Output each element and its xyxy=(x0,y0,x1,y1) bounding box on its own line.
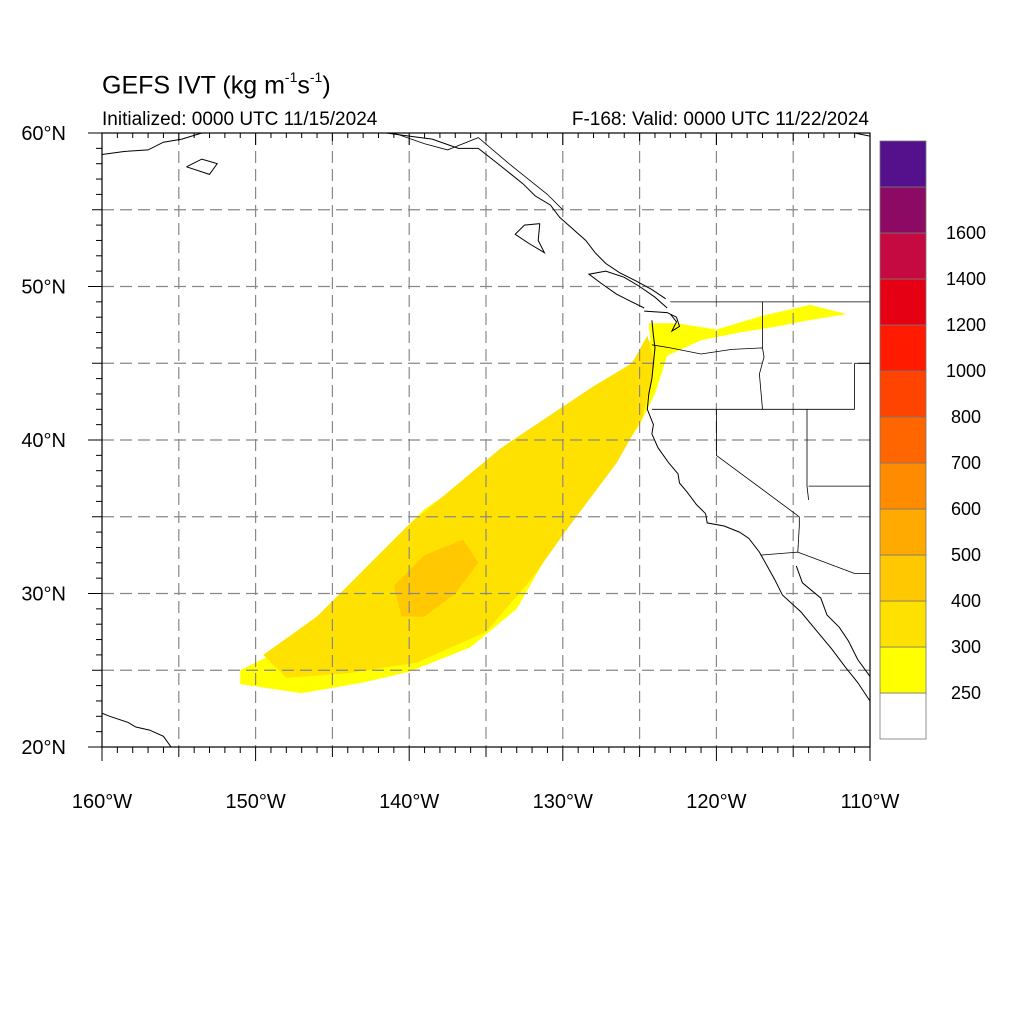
y-tick-label: 30°N xyxy=(21,584,66,606)
colorbar-label: 600 xyxy=(951,499,981,519)
map-title: GEFS IVT (kg m-1s-1) xyxy=(102,69,331,100)
hawaii-islands xyxy=(102,712,172,747)
colorbar-box xyxy=(879,462,927,510)
us-mexico-border xyxy=(760,551,870,574)
colorbar-label: 300 xyxy=(951,637,981,657)
y-tick-label: 60°N xyxy=(21,123,66,145)
colorbar-label: 700 xyxy=(951,453,981,473)
ivt-shading xyxy=(240,304,847,694)
colorbar-box xyxy=(879,140,927,188)
alaska-peninsula-coast xyxy=(102,133,202,155)
alaska-bc-border xyxy=(393,133,564,211)
colorbar-label: 800 xyxy=(951,407,981,427)
x-tick-label: 140°W xyxy=(379,791,439,813)
colorbar-box xyxy=(879,278,927,326)
colorbar-box xyxy=(879,508,927,556)
puget-sound-coast xyxy=(644,310,681,333)
colorbar-label: 1600 xyxy=(946,223,986,243)
nv-ut-border xyxy=(806,409,809,500)
colorbar-label: 1000 xyxy=(946,361,986,381)
ca-nv-border xyxy=(716,409,800,553)
wa-or-id-border xyxy=(651,344,765,410)
colorbar-box xyxy=(879,186,927,234)
ivt-area-400 xyxy=(393,539,479,617)
valid-time: F-168: Valid: 0000 UTC 11/22/2024 xyxy=(571,109,869,130)
x-tick-label: 110°W xyxy=(841,791,900,813)
axis-ticks xyxy=(88,132,871,761)
haida-gwaii-coast xyxy=(514,223,546,255)
y-tick-label: 20°N xyxy=(21,737,66,759)
bc-alaska-coast xyxy=(386,133,666,300)
x-tick-label: 130°W xyxy=(533,791,593,813)
initialized-time: Initialized: 0000 UTC 11/15/2024 xyxy=(102,109,378,130)
graticule xyxy=(102,133,870,747)
colorbar-box xyxy=(879,600,927,648)
y-tick-label: 50°N xyxy=(21,277,66,299)
colorbar-box xyxy=(879,324,927,372)
colorbar-label: 1200 xyxy=(946,315,986,335)
colorbar-label: 400 xyxy=(951,591,981,611)
pacific-coastline xyxy=(646,320,870,702)
ivt-area-300 xyxy=(263,335,655,678)
colorbar-label: 1400 xyxy=(946,269,986,289)
x-tick-label: 160°W xyxy=(72,791,132,813)
coastlines xyxy=(102,133,870,747)
colorbar-label: 250 xyxy=(951,683,981,703)
vancouver-island-coast xyxy=(587,270,668,309)
colorbar-box xyxy=(879,554,927,602)
x-tick-label: 150°W xyxy=(225,791,285,813)
x-tick-label: 120°W xyxy=(686,791,746,813)
axis-labels: 160°W 150°W 140°W 130°W 120°W 110°W 60°N 50°N 40… xyxy=(21,123,899,813)
colorbar: 250 300 400 500 600 700 800 1000 1200 1400 1600 xyxy=(879,140,986,740)
gulf-of-california-coast xyxy=(795,565,870,677)
colorbar-label: 500 xyxy=(951,545,981,565)
colorbar-box xyxy=(879,370,927,418)
colorbar-box xyxy=(879,646,927,694)
colorbar-box xyxy=(879,232,927,280)
colorbar-box xyxy=(879,692,927,740)
colorbar-box xyxy=(879,416,927,464)
y-tick-label: 40°N xyxy=(21,430,66,452)
kodiak-coast xyxy=(186,158,219,175)
